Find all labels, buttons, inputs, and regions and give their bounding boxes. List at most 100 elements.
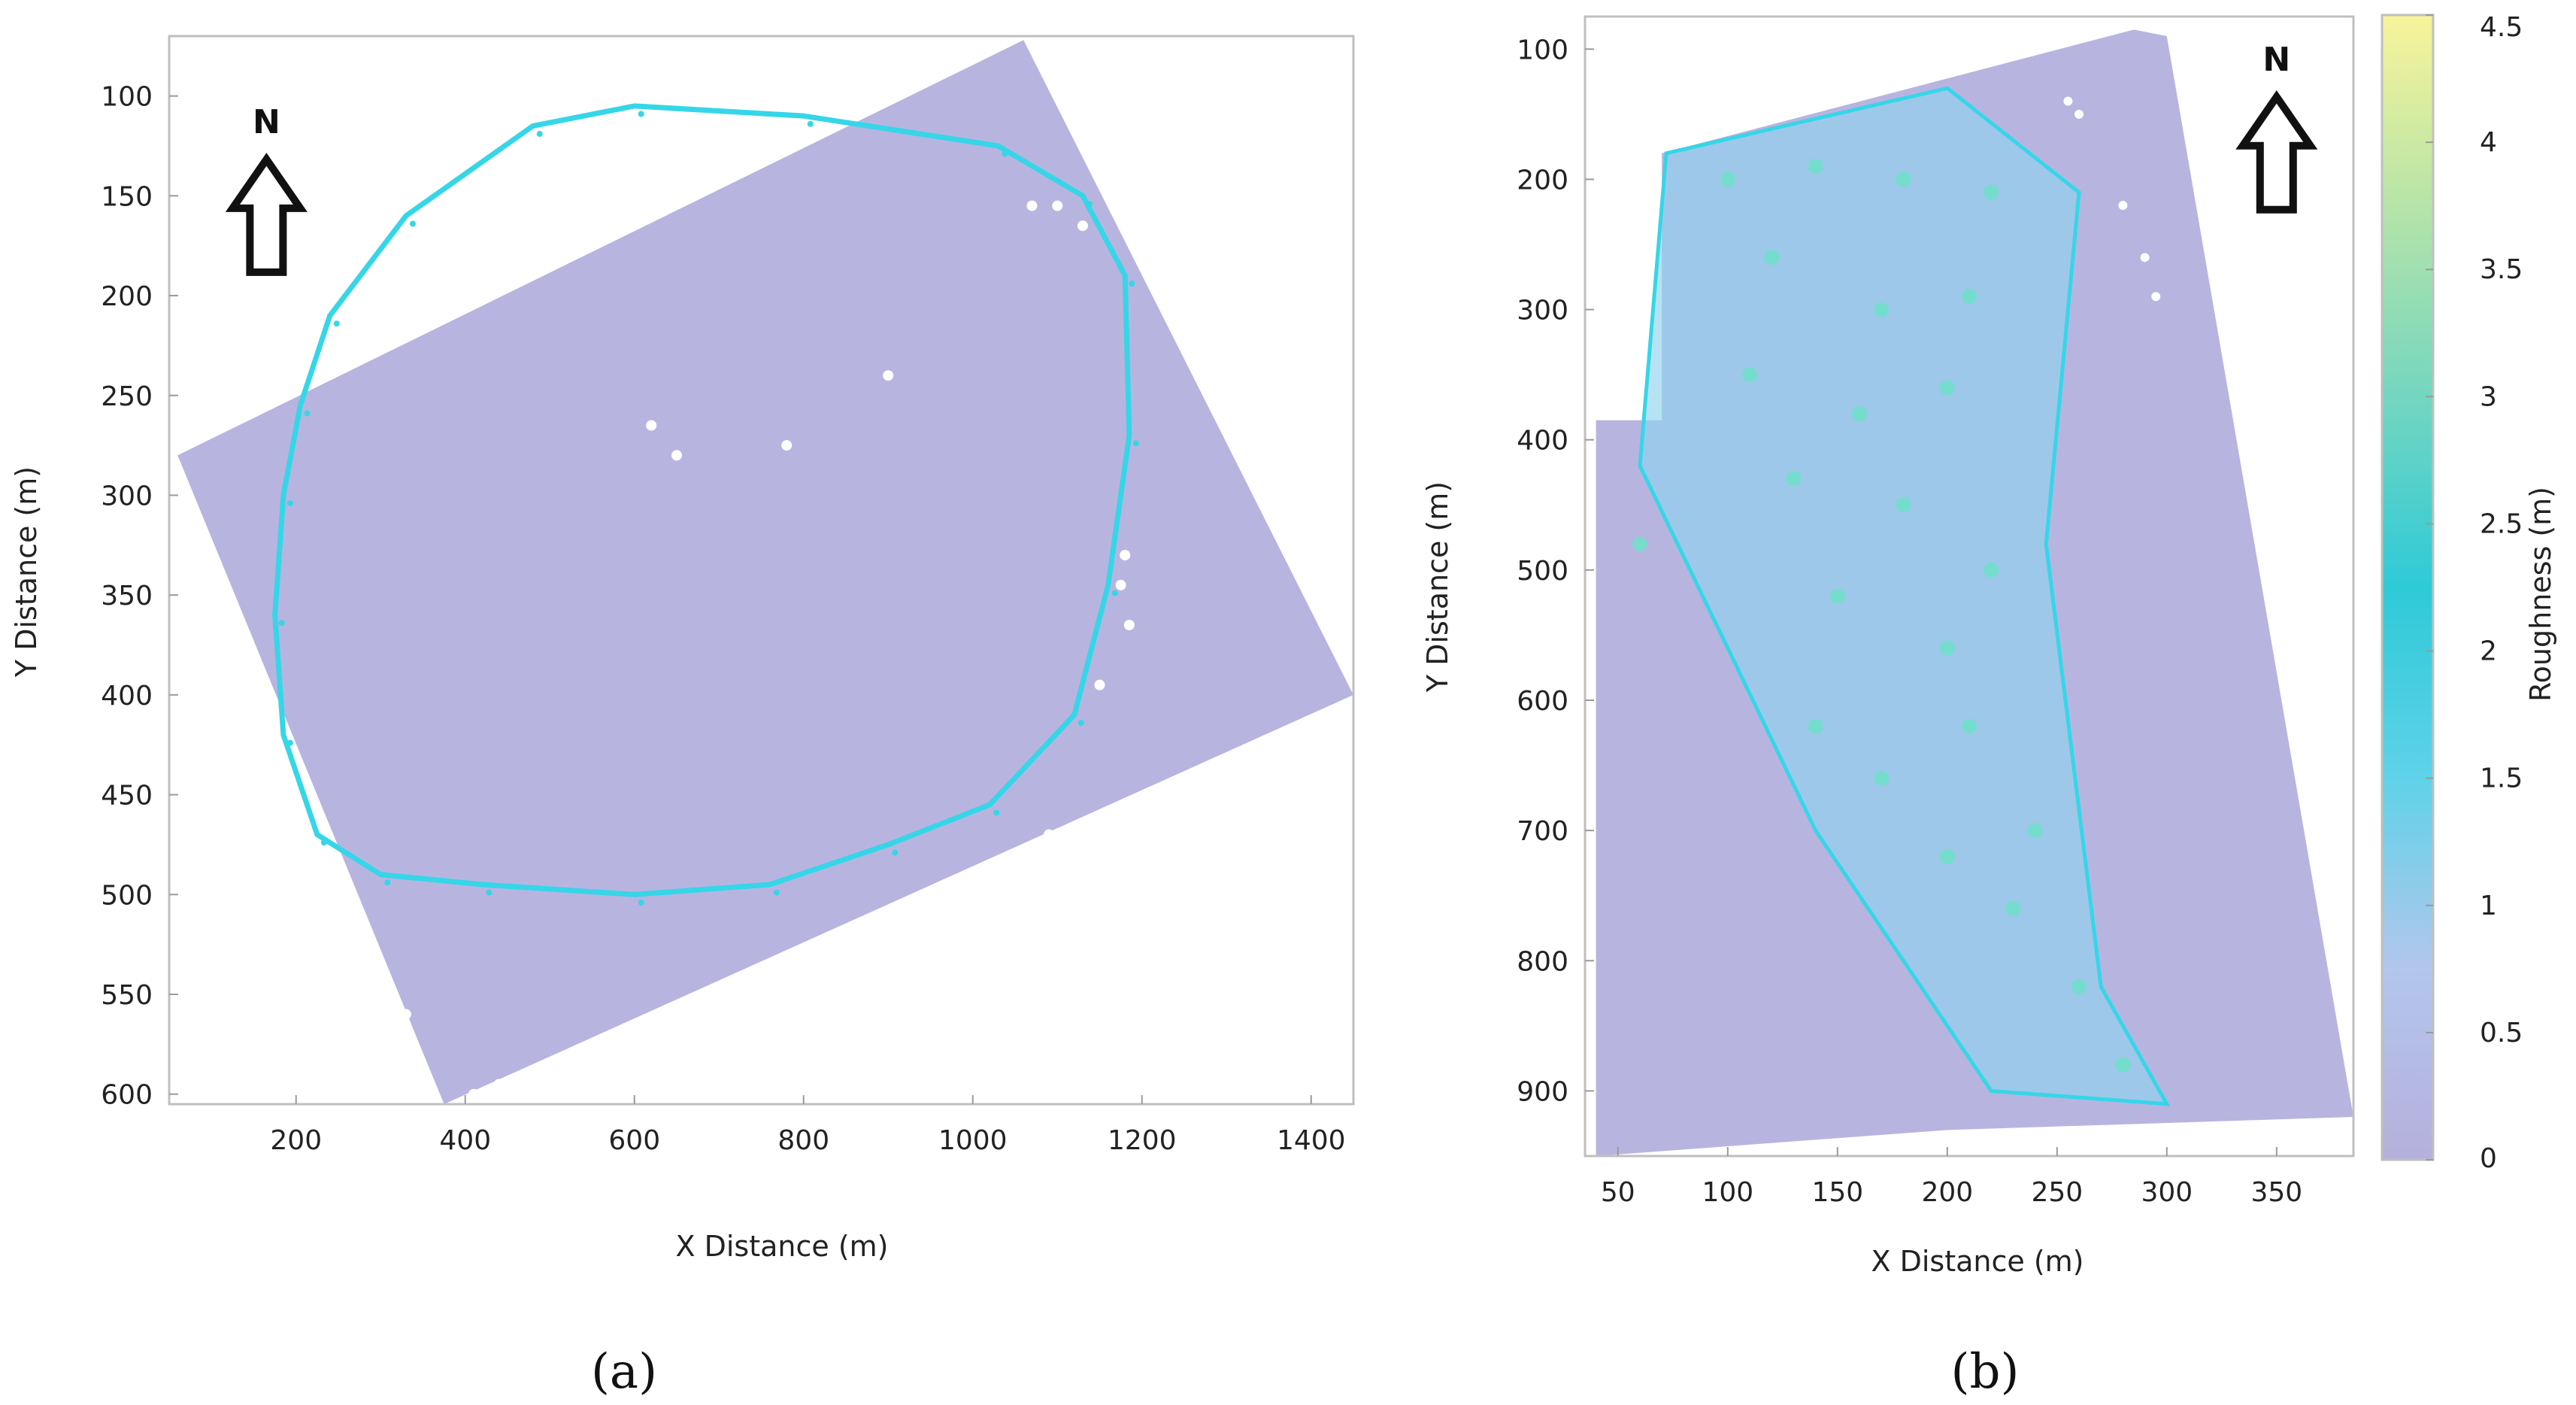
colorbar-label: Roughness (m): [2524, 487, 2557, 702]
panel-b-x-tick-label: 200: [1921, 1177, 1973, 1208]
panel-b-nodata-gap: [2063, 96, 2073, 106]
panel-a-rim-point: [1077, 720, 1084, 727]
colorbar-tick-label: 4.5: [2480, 12, 2523, 43]
panel-b-x-tick-label: 350: [2250, 1177, 2302, 1208]
panel-b-nodata-gap: [2140, 253, 2150, 262]
panel-a-rim-point: [304, 410, 311, 417]
panel-b-rough-point: [1786, 471, 1802, 487]
colorbar-tick-label: 0: [2480, 1143, 2497, 1174]
panel-b-x-axis-label: X Distance (m): [1871, 1245, 2084, 1278]
panel-a-nodata-gap: [1026, 200, 1038, 211]
panel-a-x-tick-label: 1200: [1108, 1125, 1177, 1156]
panel-a-nodata-gap: [358, 989, 369, 1000]
panel-b-rough-zone: [1638, 86, 2171, 1106]
colorbar: 0 0.5 1 1.5 2 2.5 3 3.5 4 4.5 Roughness (m): [2381, 12, 2557, 1174]
panel-b-rough-point: [1632, 536, 1647, 552]
panel-a-rim-point: [1129, 281, 1135, 287]
panel-a-nodata-gap: [899, 948, 911, 960]
colorbar-tick-label: 2.5: [2480, 508, 2523, 539]
panel-a-nodata-gap: [493, 1079, 505, 1090]
panel-b-y-tick-label: 100: [1517, 35, 1568, 65]
colorbar-bar: [2381, 14, 2435, 1161]
panel-b-x-tick-label: 50: [1601, 1177, 1635, 1208]
panel-b-nodata-gap: [2151, 292, 2161, 302]
panel-b-rough-point: [1808, 159, 1823, 174]
panel-a-nodata-gap: [883, 370, 894, 381]
panel-b-rough-point: [1720, 171, 1735, 187]
panel-a-rim-point: [384, 879, 391, 886]
panel-b-y-ticks: 100 200 300 400 500 600 700 800 900: [1517, 35, 1594, 1107]
panel-b-nodata-gap: [2118, 201, 2128, 211]
panel-b-rough-point: [1808, 718, 1823, 734]
panel-a-y-tick-label: 150: [101, 181, 153, 212]
panel-a-rim-point: [993, 809, 1000, 816]
panel-b-y-tick-label: 400: [1517, 426, 1568, 457]
colorbar-tick-label: 0.5: [2480, 1018, 2523, 1048]
colorbar-tick-label: 1.5: [2480, 763, 2523, 794]
panel-a-x-tick-label: 600: [608, 1125, 660, 1156]
panel-a-rim-point: [278, 620, 285, 627]
panel-b-rough-point: [1962, 289, 1977, 305]
colorbar-tick-label: 1: [2480, 891, 2497, 921]
panel-b-rough-point: [1896, 171, 1911, 187]
panel-a-rim-point: [773, 889, 780, 896]
panel-a-crater-rim: [272, 103, 1132, 897]
panel-a-north-label: N: [253, 103, 280, 141]
panel-a-nodata-gap: [756, 1018, 767, 1030]
panel-a-rim-point: [333, 320, 340, 327]
panel-a-rim-point: [807, 120, 814, 127]
panel-b-x-tick-label: 300: [2141, 1177, 2193, 1208]
panel-b-y-axis-label: Y Distance (m): [1421, 481, 1454, 693]
panel-a-nodata-gap: [789, 1009, 801, 1020]
panel-b-rough-point: [1962, 718, 1977, 734]
panel-b-y-tick-label: 500: [1517, 556, 1568, 587]
panel-a-y-tick-label: 500: [101, 880, 153, 911]
panel-b-y-tick-label: 700: [1517, 816, 1568, 847]
colorbar-tick-label: 4: [2480, 127, 2497, 158]
panel-a-frame: [168, 35, 1355, 1106]
panel-a-nodata-gap: [1094, 679, 1105, 690]
panel-b-y-tick-label: 800: [1517, 946, 1568, 977]
panel-b-rough-point: [1984, 184, 1999, 200]
panel-a-nodata-gap: [1044, 829, 1054, 840]
panel-a-x-tick-label: 400: [439, 1125, 491, 1156]
panel-a-nodata-gap: [1120, 550, 1131, 561]
colorbar-tick-label: 3.5: [2480, 254, 2523, 285]
panel-a-y-ticks: 100 150 200 250 300 350 400 450 500 550 600: [101, 82, 178, 1111]
panel-b-north-arrow-icon: [2235, 90, 2318, 214]
panel-a-north-indicator: N: [225, 103, 308, 276]
panel-a-nodata-gap: [646, 420, 657, 431]
panel-b-y-tick-label: 600: [1517, 686, 1568, 717]
panel-a-rim-point: [638, 111, 644, 117]
panel-a-rim-point: [1002, 150, 1008, 157]
panel-b-rough-point: [2005, 901, 2021, 917]
panel-a-rim-point: [286, 739, 293, 746]
panel-b-north-indicator: N: [2235, 41, 2318, 214]
panel-b-rough-point: [1852, 406, 1867, 422]
panel-a-nodata-gap: [527, 1073, 538, 1084]
panel-a-rim-point: [286, 500, 293, 507]
panel-a-rim-point: [892, 849, 899, 856]
panel-a-nodata-gap: [823, 999, 835, 1010]
panel-b: 50 100 150 200 250 300 350 100 200 300 400 500 600 7…: [1421, 12, 2557, 1400]
panel-a-nodata-gap: [375, 999, 386, 1010]
panel-b-rough-point: [1896, 497, 1911, 513]
panel-a-nodata-gap: [959, 899, 970, 910]
panel-a: 200 400 600 800 1000 1200 1400 100 150 200 250 300…: [10, 35, 1355, 1400]
panel-a-x-ticks: 200 400 600 800 1000 1200 1400: [270, 1095, 1346, 1156]
panel-a-caption: (a): [591, 1344, 657, 1400]
panel-a-rim-point: [320, 839, 327, 846]
panel-a-y-axis-label: Y Distance (m): [10, 466, 43, 678]
panel-a-nodata-gap: [1077, 220, 1088, 232]
panel-a-rim-point: [410, 220, 416, 227]
panel-b-x-tick-label: 150: [1811, 1177, 1863, 1208]
panel-a-x-tick-label: 1000: [938, 1125, 1008, 1156]
panel-a-rim-point: [1132, 440, 1139, 447]
panel-a-x-axis-label: X Distance (m): [675, 1230, 888, 1263]
panel-a-y-tick-label: 300: [101, 481, 153, 511]
panel-a-x-tick-label: 200: [270, 1125, 322, 1156]
panel-b-x-tick-label: 100: [1702, 1177, 1753, 1208]
panel-a-nodata-gap: [781, 440, 792, 451]
panel-a-y-tick-label: 200: [101, 281, 153, 312]
